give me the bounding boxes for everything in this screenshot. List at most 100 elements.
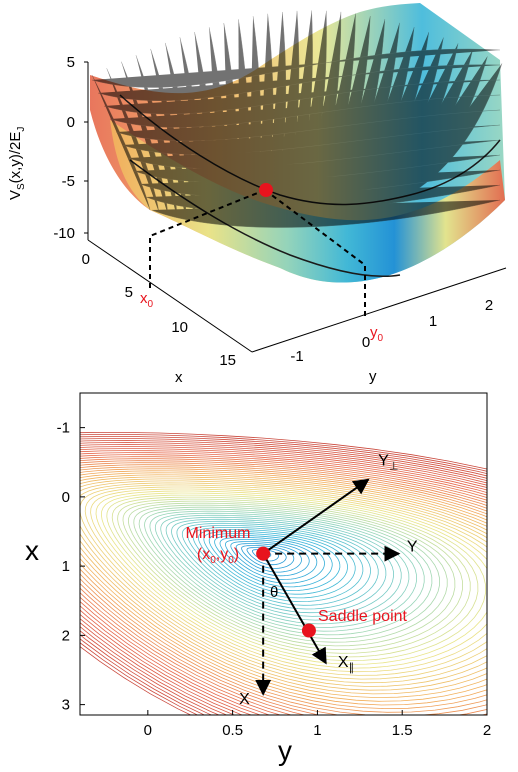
x-tick: 0 xyxy=(82,251,90,268)
mesh-line xyxy=(103,79,501,115)
contour-line xyxy=(80,460,487,715)
z-ticks: 5 0 -5 -10 xyxy=(53,54,75,242)
vector-label-3: X xyxy=(239,691,250,708)
y-axis-line xyxy=(251,267,507,353)
contour-y-axis-label: x xyxy=(25,535,39,566)
contour-line xyxy=(122,500,464,651)
minimum-marker xyxy=(259,183,273,197)
contour-background xyxy=(80,393,487,715)
contour-x-tick: 0 xyxy=(144,722,152,739)
contour-line xyxy=(80,446,487,715)
contour-line xyxy=(80,444,487,715)
y-tick: 1 xyxy=(429,313,437,330)
contour-line xyxy=(80,452,487,715)
y-axis-label: y xyxy=(369,368,377,385)
x-ticks: 0 5 10 15 xyxy=(82,251,236,369)
contour-x-tick: 2 xyxy=(483,722,491,739)
z-axis-label: VS(x,y)/2EJ xyxy=(7,127,27,200)
mesh-line xyxy=(115,109,501,142)
x0-annotation: x0 xyxy=(140,290,154,310)
mesh-line xyxy=(109,94,501,128)
contour-line xyxy=(117,498,471,654)
saddle-point-point xyxy=(301,623,316,638)
contour-line xyxy=(80,438,487,715)
contour-line xyxy=(154,512,418,628)
contour-line xyxy=(84,486,487,676)
contour-line xyxy=(111,496,479,658)
vector-label-1: Y xyxy=(407,539,418,556)
contour-y-tick: 2 xyxy=(62,627,70,644)
contour-line xyxy=(80,442,487,715)
mesh-line xyxy=(91,74,151,211)
contour-line xyxy=(100,492,487,665)
contour-x-tick: 1.5 xyxy=(392,722,413,739)
surface-mesh xyxy=(91,10,503,228)
contour-y-tick: 0 xyxy=(62,489,70,506)
x-axis-line xyxy=(87,239,253,353)
z-tick: -10 xyxy=(53,225,75,242)
contour-line xyxy=(149,510,425,632)
contour-line xyxy=(95,490,487,669)
contour-line xyxy=(160,514,410,625)
contour-y-tick: -1 xyxy=(57,420,70,437)
contour-line xyxy=(144,508,433,636)
points xyxy=(256,546,316,638)
contour-line xyxy=(127,502,456,647)
contour-line xyxy=(80,458,487,715)
x-tick: 5 xyxy=(125,284,133,301)
contour-ticks: 0 0.5 1 1.5 2 -1 0 1 2 3 xyxy=(57,420,492,739)
contour-line xyxy=(80,448,487,715)
x-tick: 10 xyxy=(171,319,188,336)
z-tick: 5 xyxy=(67,54,75,71)
contour-line xyxy=(80,433,487,715)
vector-2 xyxy=(262,553,327,665)
contour-line xyxy=(165,516,402,621)
surface-plot: 5 0 -5 -10 VS(x,y)/2EJ 0 5 10 15 x0 x -1… xyxy=(7,3,507,386)
x-axis-label: x xyxy=(175,369,183,386)
contour-line xyxy=(80,436,487,715)
contour-line xyxy=(133,504,448,643)
contour-line xyxy=(80,431,487,715)
y0-annotation: y0 xyxy=(370,324,384,344)
y-tick: 0 xyxy=(362,334,370,351)
contour-lines xyxy=(80,431,487,715)
mesh-line xyxy=(97,64,501,101)
contour-line xyxy=(106,494,487,662)
contour-y-tick: 3 xyxy=(62,697,70,714)
minimum-label: Minimum xyxy=(186,525,251,542)
vector-label-0: Y⊥ xyxy=(378,453,398,473)
surface xyxy=(90,3,505,283)
contour-line xyxy=(187,525,371,606)
contour-line xyxy=(80,462,487,715)
vector-label-2: X∥ xyxy=(338,654,354,674)
contour-line xyxy=(80,456,487,715)
mesh-line xyxy=(151,199,501,228)
y-tick: -1 xyxy=(290,348,303,365)
z-tick: -5 xyxy=(62,173,75,190)
minimum-point xyxy=(256,546,271,561)
x-tick: 15 xyxy=(219,352,236,369)
mesh-line xyxy=(91,48,501,88)
contour-line xyxy=(80,454,487,715)
contour-frame xyxy=(79,392,488,716)
contour-x-axis-label: y xyxy=(278,735,292,766)
y-ticks: -1 0 1 2 xyxy=(290,297,493,365)
contour-line xyxy=(90,488,487,673)
contour-x-tick: 0.5 xyxy=(222,722,243,739)
contour-x-tick: 1 xyxy=(313,722,321,739)
contour-line xyxy=(80,440,487,715)
z-tick: 0 xyxy=(67,114,75,131)
contour-plot: 0 0.5 1 1.5 2 -1 0 1 2 3 y x Y⊥ Y X∥ X θ Minimum (x0… xyxy=(25,392,492,766)
mesh-line xyxy=(121,124,501,155)
vectors: Y⊥ Y X∥ X xyxy=(239,453,418,709)
contour-line xyxy=(171,518,394,617)
vector-0 xyxy=(262,478,370,555)
saddle-point-label: Saddle point xyxy=(318,608,408,625)
minimum-coords-label: (x0,y0) xyxy=(197,546,239,566)
contour-line xyxy=(80,464,487,715)
mesh-line xyxy=(106,68,160,213)
contour-line xyxy=(80,484,487,680)
theta-label: θ xyxy=(270,584,278,601)
contour-y-tick: 1 xyxy=(62,558,70,575)
